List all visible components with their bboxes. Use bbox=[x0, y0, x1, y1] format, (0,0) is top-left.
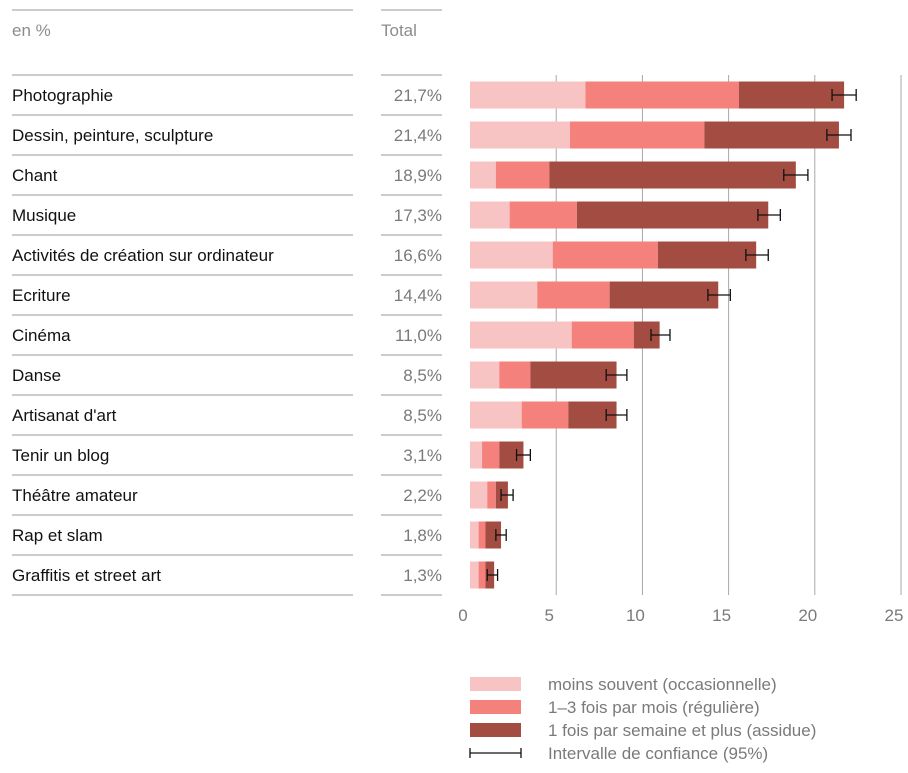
category-label: Théâtre amateur bbox=[12, 486, 138, 505]
bar-segment bbox=[509, 201, 577, 229]
unit-label: en % bbox=[12, 21, 51, 40]
bar-segment bbox=[537, 281, 610, 309]
table-frame bbox=[12, 9, 442, 596]
bar-segment bbox=[470, 361, 500, 389]
bar-segment bbox=[470, 481, 488, 509]
category-label: Photographie bbox=[12, 86, 113, 105]
bar-segment bbox=[571, 321, 634, 349]
bar-segment bbox=[470, 321, 572, 349]
category-label: Dessin, peinture, sculpture bbox=[12, 126, 213, 145]
bar-segment bbox=[470, 441, 483, 469]
category-labels: Photographie Dessin, peinture, sculpture C… bbox=[12, 86, 274, 585]
x-tick-label: 0 bbox=[458, 606, 467, 625]
legend-label: Intervalle de confiance (95%) bbox=[548, 744, 768, 763]
total-value: 1,3% bbox=[403, 566, 442, 585]
bar-segment bbox=[657, 241, 757, 269]
bar-segment bbox=[585, 81, 739, 109]
bar-segment bbox=[499, 361, 531, 389]
total-value: 21,7% bbox=[394, 86, 442, 105]
bar-segment bbox=[609, 281, 719, 309]
total-value: 14,4% bbox=[394, 286, 442, 305]
total-value: 17,3% bbox=[394, 206, 442, 225]
total-value: 8,5% bbox=[403, 366, 442, 385]
bar-segment bbox=[470, 401, 522, 429]
bar-segment bbox=[478, 521, 486, 549]
x-tick-label: 25 bbox=[885, 606, 904, 625]
bar-segment bbox=[470, 521, 479, 549]
bar-segment bbox=[569, 121, 705, 149]
total-value: 21,4% bbox=[394, 126, 442, 145]
bar-segment bbox=[470, 241, 553, 269]
x-tick-label: 15 bbox=[712, 606, 731, 625]
bar-segment bbox=[470, 161, 496, 189]
bar-segment bbox=[495, 161, 550, 189]
category-label: Danse bbox=[12, 366, 61, 385]
bar-segment bbox=[549, 161, 796, 189]
legend-label: moins souvent (occasionnelle) bbox=[548, 675, 777, 694]
total-value: 3,1% bbox=[403, 446, 442, 465]
bar-segment bbox=[482, 441, 500, 469]
total-value: 8,5% bbox=[403, 406, 442, 425]
bar-segment bbox=[552, 241, 658, 269]
bar-segment bbox=[470, 201, 510, 229]
bar-segment bbox=[487, 481, 496, 509]
total-value: 11,0% bbox=[395, 326, 442, 345]
legend-label: 1 fois par semaine et plus (assidue) bbox=[548, 721, 816, 740]
x-tick-label: 20 bbox=[798, 606, 817, 625]
bar-segment bbox=[470, 281, 538, 309]
total-value: 16,6% bbox=[394, 246, 442, 265]
x-axis-ticks: 0 5 10 15 20 25 bbox=[458, 606, 903, 625]
total-header: Total bbox=[381, 21, 417, 40]
x-tick-label: 10 bbox=[626, 606, 645, 625]
legend-swatch bbox=[470, 677, 521, 691]
legend: moins souvent (occasionnelle) 1–3 fois pa… bbox=[469, 675, 816, 763]
bar-segment bbox=[485, 521, 502, 549]
bar-segment bbox=[704, 121, 839, 149]
category-label: Activités de création sur ordinateur bbox=[12, 246, 274, 265]
bars bbox=[470, 81, 845, 589]
category-label: Ecriture bbox=[12, 286, 71, 305]
legend-label: 1–3 fois par mois (régulière) bbox=[548, 698, 760, 717]
bar-segment bbox=[470, 121, 570, 149]
category-label: Chant bbox=[12, 166, 58, 185]
total-value: 1,8% bbox=[403, 526, 442, 545]
legend-swatch bbox=[470, 723, 521, 737]
legend-swatch bbox=[470, 700, 521, 714]
bar-segment bbox=[738, 81, 845, 109]
category-label: Tenir un blog bbox=[12, 446, 109, 465]
category-label: Graffitis et street art bbox=[12, 566, 161, 585]
error-bars bbox=[486, 89, 857, 581]
category-label: Rap et slam bbox=[12, 526, 103, 545]
bar-segment bbox=[521, 401, 569, 429]
bar-segment bbox=[470, 81, 586, 109]
bar-segment bbox=[576, 201, 769, 229]
category-label: Musique bbox=[12, 206, 76, 225]
total-values: 21,7% 21,4% 18,9% 17,3% 16,6% 14,4% 11,0% 8,5% 8… bbox=[394, 86, 442, 585]
bar-segment bbox=[478, 561, 486, 589]
bar-segment bbox=[530, 361, 617, 389]
total-value: 2,2% bbox=[403, 486, 442, 505]
category-label: Artisanat d'art bbox=[12, 406, 117, 425]
x-tick-label: 5 bbox=[544, 606, 553, 625]
category-label: Cinéma bbox=[12, 326, 71, 345]
bar-segment bbox=[470, 561, 479, 589]
total-value: 18,9% bbox=[394, 166, 442, 185]
